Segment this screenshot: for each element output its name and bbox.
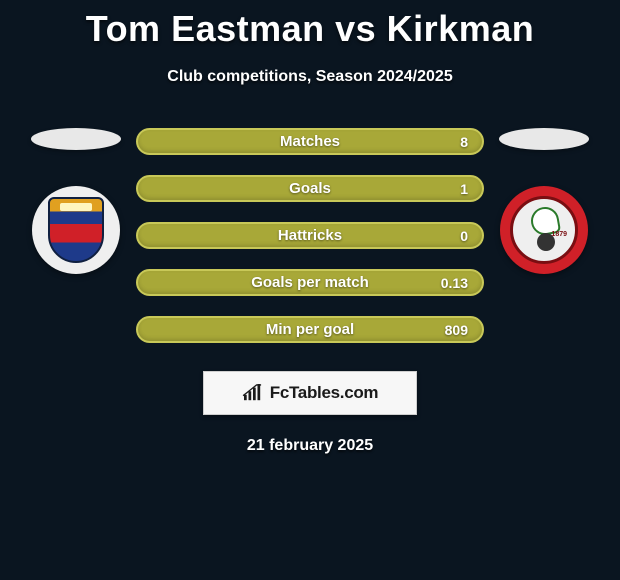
stat-row-goals-per-match: Goals per match 0.13 [136, 269, 484, 296]
stat-label: Matches [280, 133, 340, 150]
footer-date: 21 february 2025 [0, 437, 620, 455]
right-ellipse [499, 128, 589, 150]
crest-year: 1879 [551, 231, 567, 238]
stat-row-min-per-goal: Min per goal 809 [136, 316, 484, 343]
stat-row-hattricks: Hattricks 0 [136, 222, 484, 249]
comparison-row: Matches 8 Goals 1 Hattricks 0 Goals per … [0, 126, 620, 343]
crest-inner-circle: 1879 [510, 196, 578, 264]
stats-column: Matches 8 Goals 1 Hattricks 0 Goals per … [136, 126, 484, 343]
stat-label: Min per goal [266, 321, 354, 338]
stat-value-right: 0.13 [441, 275, 468, 291]
stat-row-goals: Goals 1 [136, 175, 484, 202]
stat-label: Goals per match [251, 274, 369, 291]
stat-value-right: 1 [460, 181, 468, 197]
club-b-crest: 1879 [500, 186, 588, 274]
stat-label: Goals [289, 180, 331, 197]
stat-row-matches: Matches 8 [136, 128, 484, 155]
shield-icon [48, 197, 104, 263]
bar-chart-icon [242, 384, 264, 402]
brand-box[interactable]: FcTables.com [203, 371, 417, 415]
page-title: Tom Eastman vs Kirkman [0, 0, 620, 50]
stat-value-right: 809 [445, 322, 468, 338]
stat-value-right: 8 [460, 134, 468, 150]
left-ellipse [31, 128, 121, 150]
stat-label: Hattricks [278, 227, 342, 244]
stat-value-right: 0 [460, 228, 468, 244]
left-player-column [16, 126, 136, 274]
club-a-crest [32, 186, 120, 274]
brand-text: FcTables.com [270, 383, 379, 403]
right-player-column: 1879 [484, 126, 604, 274]
subtitle: Club competitions, Season 2024/2025 [0, 68, 620, 86]
